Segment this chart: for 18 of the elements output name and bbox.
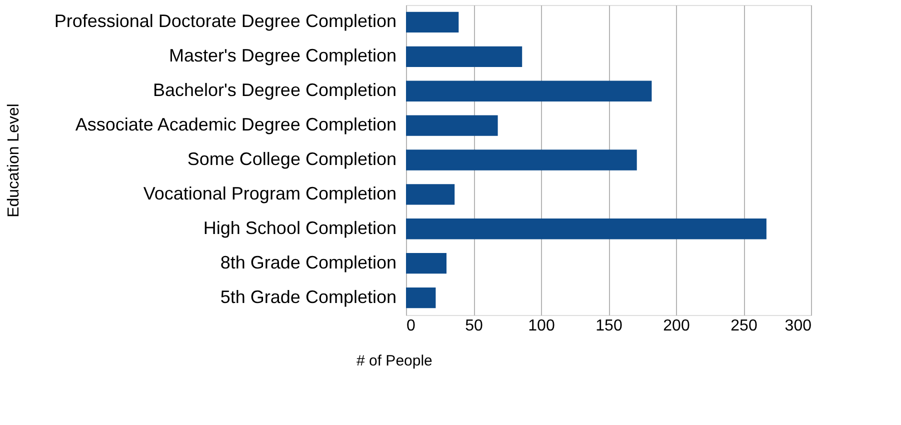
x-tick-label: 200 (663, 318, 690, 334)
x-tick-label: 0 (406, 318, 416, 334)
y-tick-label: Associate Academic Degree Completion (75, 114, 396, 135)
y-axis-title: Education Level (6, 104, 22, 218)
y-tick-label: Some College Completion (187, 149, 396, 169)
x-tick-label: 100 (528, 318, 555, 334)
x-tick-label: 300 (784, 318, 812, 334)
y-tick-label: Master's Degree Completion (168, 46, 396, 66)
x-tick-label: 250 (730, 318, 758, 334)
y-tick-label: Professional Doctorate Degree Completion (54, 11, 396, 32)
y-tick-label: 8th Grade Completion (220, 252, 396, 272)
y-tick-label: Bachelor's Degree Completion (152, 80, 396, 100)
y-tick-label: Vocational Program Completion (143, 183, 396, 204)
x-axis-title: # of People (356, 352, 432, 370)
x-tick-label: 50 (465, 318, 483, 334)
x-tick-label: 150 (596, 318, 622, 334)
y-tick-label: 5th Grade Completion (220, 286, 396, 307)
y-tick-label: High School Completion (203, 218, 396, 238)
